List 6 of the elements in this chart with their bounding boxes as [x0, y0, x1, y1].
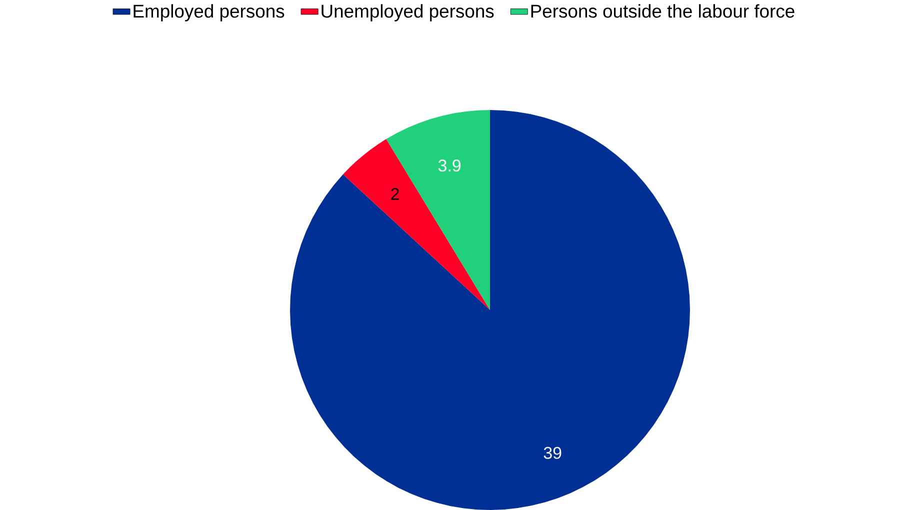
legend-label: Employed persons: [134, 4, 284, 22]
data-label: 3.9: [438, 160, 461, 172]
data-label: 39: [544, 446, 562, 459]
legend-label: Persons outside the labour force: [531, 4, 794, 18]
legend-label: Unemployed persons: [322, 4, 494, 22]
data-label: 2: [391, 188, 399, 200]
